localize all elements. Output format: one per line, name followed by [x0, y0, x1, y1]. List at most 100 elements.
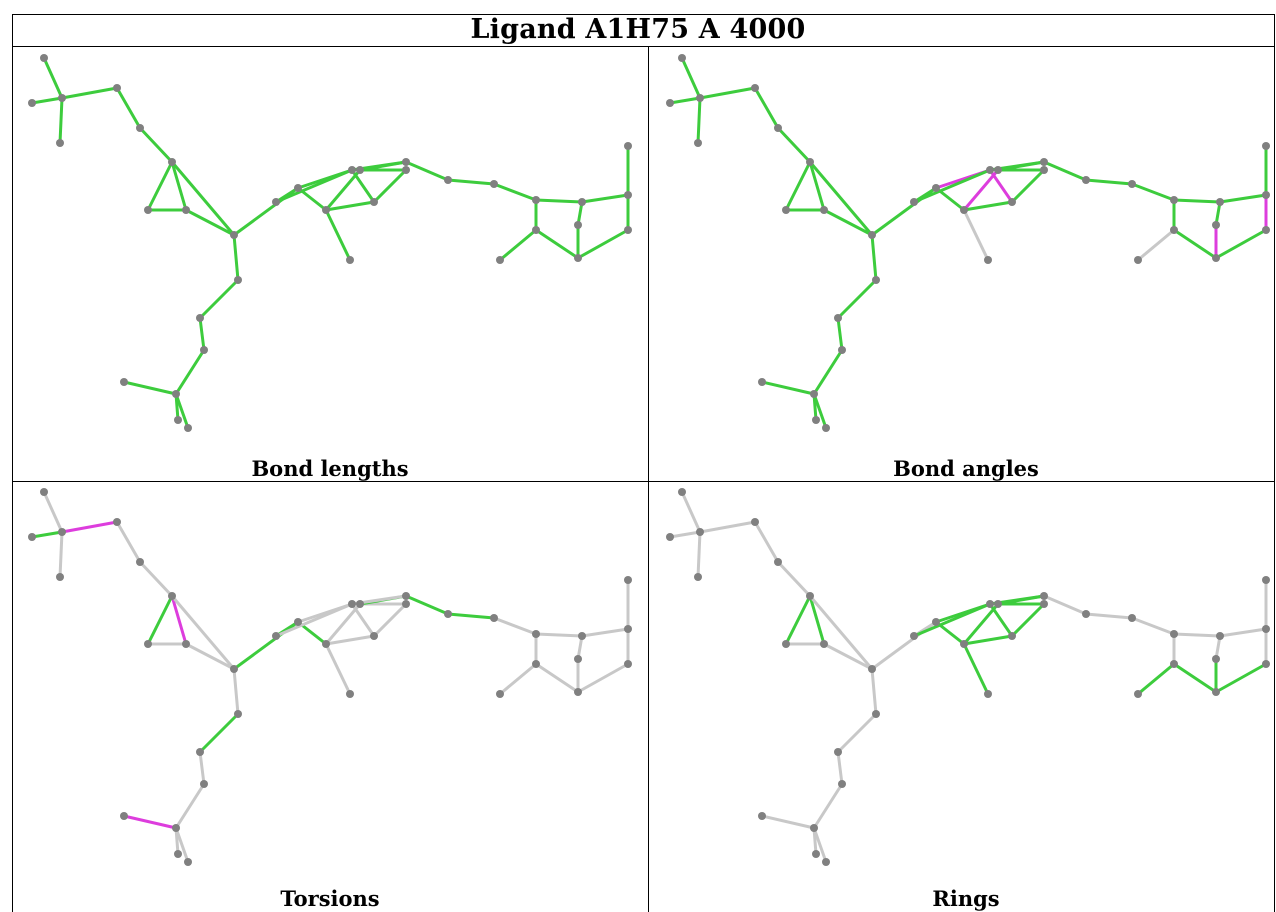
atom	[58, 94, 66, 102]
atom	[986, 166, 994, 174]
atom	[294, 618, 302, 626]
bond	[324, 634, 376, 646]
bond	[138, 126, 174, 164]
atom	[322, 206, 330, 214]
atom	[1170, 226, 1178, 234]
atom	[1040, 600, 1048, 608]
bond	[115, 86, 142, 130]
atom	[984, 256, 992, 264]
bond	[698, 86, 757, 100]
bond	[962, 208, 990, 262]
atom	[822, 858, 830, 866]
bond	[808, 594, 826, 646]
bond	[668, 96, 702, 105]
atom	[1128, 614, 1136, 622]
atom	[1170, 196, 1178, 204]
bond	[174, 348, 206, 396]
atom	[1212, 688, 1220, 696]
atom	[578, 632, 586, 640]
bond	[534, 632, 584, 638]
bond	[784, 160, 812, 212]
bond	[534, 198, 584, 204]
atom	[56, 573, 64, 581]
bond	[680, 490, 702, 534]
bond	[30, 96, 64, 105]
bond	[836, 712, 878, 754]
atom	[444, 610, 452, 618]
atom	[624, 226, 632, 234]
atom	[872, 710, 880, 718]
atom	[820, 640, 828, 648]
table-top-border	[12, 14, 1274, 15]
bond	[122, 380, 178, 396]
atom	[666, 533, 674, 541]
atom	[868, 665, 876, 673]
atom	[678, 54, 686, 62]
atom	[910, 198, 918, 206]
atom	[174, 416, 182, 424]
bond	[808, 160, 826, 212]
atom	[182, 206, 190, 214]
bond	[198, 750, 206, 786]
bond	[753, 520, 780, 564]
atom	[1262, 576, 1270, 584]
atom	[120, 378, 128, 386]
bond	[962, 200, 1014, 212]
bond	[668, 530, 702, 539]
bond	[812, 348, 844, 396]
atom	[624, 191, 632, 199]
atom	[868, 231, 876, 239]
atom	[810, 824, 818, 832]
bond	[146, 160, 174, 212]
atom	[758, 812, 766, 820]
bond	[198, 316, 206, 352]
bond	[232, 233, 240, 282]
bond	[350, 168, 376, 204]
atom	[960, 640, 968, 648]
atom	[402, 166, 410, 174]
atom	[822, 424, 830, 432]
bond	[1136, 228, 1176, 262]
bond	[776, 560, 812, 598]
atom	[200, 780, 208, 788]
atom	[294, 184, 302, 192]
atom	[574, 655, 582, 663]
atom	[1216, 198, 1224, 206]
atom	[272, 198, 280, 206]
atom	[666, 99, 674, 107]
atom	[1134, 690, 1142, 698]
bond	[1010, 602, 1046, 638]
atom	[838, 780, 846, 788]
bond	[808, 160, 874, 237]
atom	[1212, 254, 1220, 262]
atom	[56, 139, 64, 147]
atom	[782, 206, 790, 214]
atom	[806, 592, 814, 600]
atom	[402, 600, 410, 608]
atom	[696, 528, 704, 536]
atom	[172, 824, 180, 832]
bond	[170, 160, 188, 212]
bond	[812, 782, 844, 830]
bond	[988, 168, 1014, 204]
atom	[182, 640, 190, 648]
bond	[372, 602, 408, 638]
bond	[870, 233, 878, 282]
atom	[370, 632, 378, 640]
atom	[136, 124, 144, 132]
atom	[196, 314, 204, 322]
bond	[404, 160, 450, 182]
atom	[172, 390, 180, 398]
atom	[1212, 221, 1220, 229]
bond	[198, 712, 240, 754]
atom	[28, 533, 36, 541]
atom	[136, 558, 144, 566]
atom	[532, 630, 540, 638]
atom	[40, 488, 48, 496]
atom	[986, 600, 994, 608]
atom	[1262, 191, 1270, 199]
bond	[274, 602, 354, 638]
bond	[184, 208, 236, 237]
atom	[834, 314, 842, 322]
